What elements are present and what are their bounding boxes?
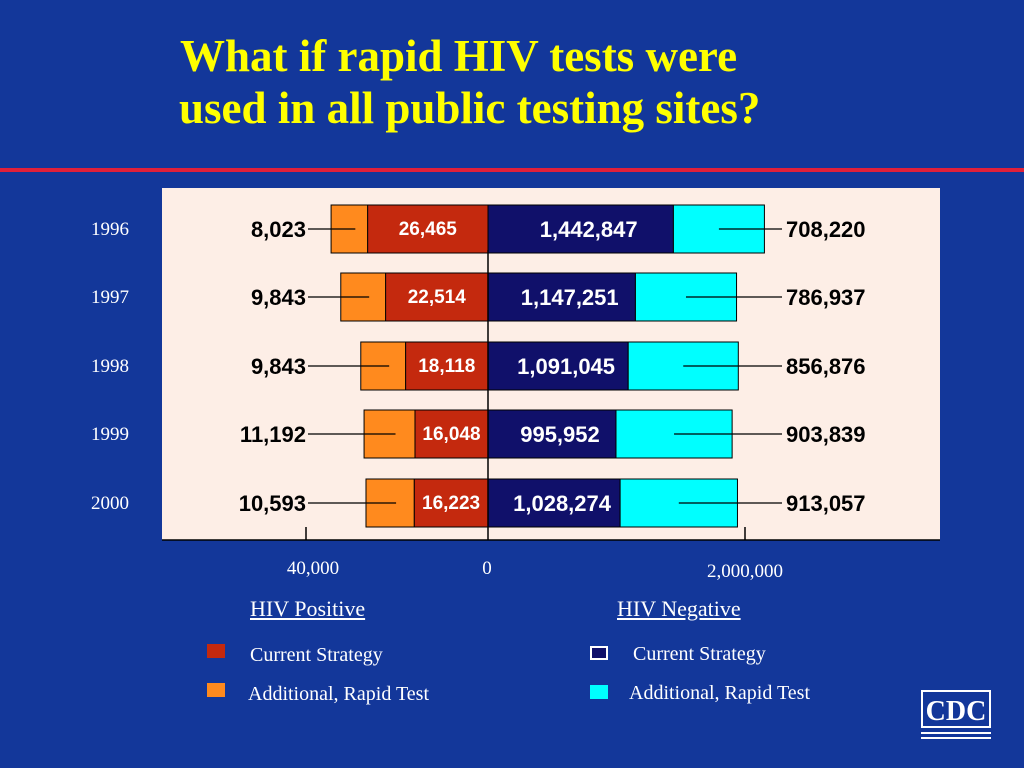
legend-label-negative-current: Current Strategy	[633, 643, 766, 665]
tick-label-left: 40,000	[287, 558, 339, 579]
legend-swatch-positive-current	[207, 644, 225, 658]
legend-heading-positive: HIV Positive	[250, 596, 366, 621]
data-label-positive-current: 16,048	[422, 424, 480, 445]
legend-heading-negative: HIV Negative	[617, 596, 741, 621]
data-label-positive-rapid: 11,192	[240, 422, 306, 447]
data-label-positive-rapid: 9,843	[251, 285, 306, 310]
category-label: 1996	[91, 219, 129, 240]
bar-positive-current	[385, 272, 489, 322]
diverging-bar-chart: 26,465 1,442,847 8,023 708,220 1996 22,514 1,1…	[91, 188, 940, 582]
cdc-logo-icon: CDC	[921, 690, 991, 739]
tick-label-right: 2,000,000	[707, 561, 783, 582]
legend-label-positive-rapid: Additional, Rapid Test	[248, 683, 429, 705]
title-divider	[0, 168, 1024, 172]
data-label-negative-current: 1,091,045	[517, 354, 615, 379]
bar-positive-current	[405, 341, 489, 391]
data-label-positive-current: 18,118	[418, 356, 475, 377]
bar-negative-current	[487, 478, 621, 528]
bar-negative-current	[487, 409, 617, 459]
data-label-negative-rapid: 903,839	[786, 422, 866, 447]
title-line-1: What if rapid HIV tests were	[180, 31, 738, 81]
bar-negative-current	[487, 204, 674, 254]
data-label-positive-rapid: 9,843	[251, 354, 306, 379]
data-label-negative-rapid: 786,937	[786, 285, 866, 310]
data-label-negative-current: 1,442,847	[540, 217, 638, 242]
cdc-logo-text: CDC	[926, 696, 987, 727]
legend-swatch-negative-rapid	[590, 685, 608, 699]
tick-label-zero: 0	[482, 558, 492, 579]
title-line-2: used in all public testing sites?	[179, 83, 761, 133]
data-label-positive-rapid: 8,023	[251, 217, 306, 242]
category-label: 1998	[91, 356, 129, 377]
data-label-negative-current: 1,028,274	[513, 491, 612, 516]
data-label-positive-current: 16,223	[422, 493, 480, 514]
data-label-negative-current: 995,952	[520, 422, 600, 447]
legend-swatch-positive-rapid	[207, 683, 225, 697]
bar-positive-current	[414, 409, 489, 459]
data-label-positive-current: 22,514	[408, 287, 467, 308]
data-label-negative-rapid: 708,220	[786, 217, 866, 242]
data-label-negative-rapid: 913,057	[786, 491, 866, 516]
legend-label-negative-rapid: Additional, Rapid Test	[629, 682, 810, 704]
bar-positive-current	[413, 478, 489, 528]
category-label: 1997	[91, 287, 129, 308]
category-label: 1999	[91, 424, 129, 445]
category-label: 2000	[91, 493, 129, 514]
legend-swatch-negative-current	[590, 646, 608, 660]
data-label-positive-current: 26,465	[399, 219, 458, 240]
data-label-positive-rapid: 10,593	[239, 491, 306, 516]
legend-label-positive-current: Current Strategy	[250, 644, 383, 666]
slide-title: What if rapid HIV tests were used in all…	[179, 30, 940, 134]
data-label-negative-current: 1,147,251	[521, 285, 619, 310]
data-label-negative-rapid: 856,876	[786, 354, 866, 379]
